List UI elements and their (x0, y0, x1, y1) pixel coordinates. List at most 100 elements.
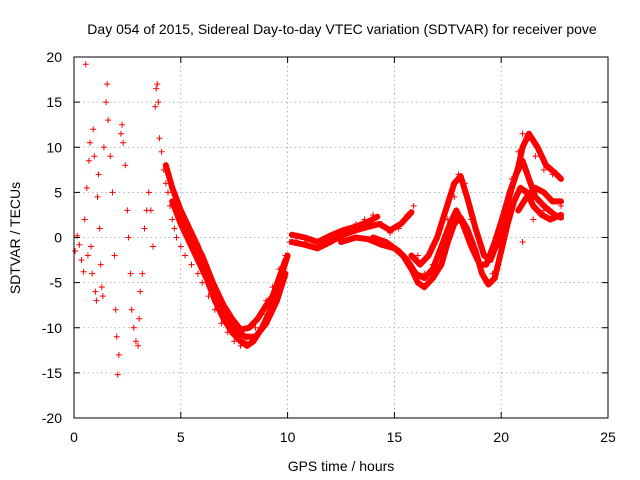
data-point (145, 189, 152, 196)
data-point (320, 242, 327, 249)
data-point (408, 263, 415, 270)
data-point (448, 217, 455, 224)
data-point (128, 306, 135, 313)
data-point (252, 333, 259, 340)
data-point (280, 277, 287, 284)
data-point (196, 248, 203, 255)
data-point (403, 215, 410, 222)
data-point (124, 207, 131, 214)
x-tick-labels: 0 5 10 15 20 25 (70, 429, 616, 445)
data-point (93, 297, 100, 304)
data-point (254, 315, 261, 322)
data-point (258, 311, 265, 318)
data-point (517, 154, 524, 161)
data-point (460, 183, 467, 190)
data-point (387, 229, 394, 236)
data-point (507, 209, 514, 216)
x-tick-label: 5 (177, 429, 185, 445)
data-point (410, 267, 417, 274)
data-point (494, 261, 501, 268)
data-point (515, 188, 522, 195)
data-point (252, 324, 259, 331)
data-point (468, 216, 475, 223)
data-point (217, 299, 224, 306)
data-point (105, 117, 112, 124)
y-tick-label: -5 (50, 275, 63, 291)
data-point (171, 204, 178, 211)
data-point (81, 216, 88, 223)
data-point (476, 261, 483, 268)
data-point (521, 140, 528, 147)
data-point (501, 234, 508, 241)
y-tick-label: -15 (42, 365, 62, 381)
data-point (276, 266, 283, 273)
data-point (461, 226, 468, 233)
data-point (169, 184, 176, 191)
data-point (528, 199, 535, 206)
data-point (209, 279, 216, 286)
data-point (255, 330, 262, 337)
data-point (166, 173, 173, 180)
data-point (442, 207, 449, 214)
data-point (152, 103, 159, 110)
data-point (493, 268, 500, 275)
y-axis-label: SDTVAR / TECUs (7, 182, 23, 294)
data-point (271, 303, 278, 310)
x-tick-label: 10 (280, 429, 296, 445)
data-point (125, 234, 132, 241)
data-point (536, 148, 543, 155)
data-point (502, 207, 509, 214)
data-point (503, 227, 510, 234)
data-point (263, 297, 270, 304)
x-tick-label: 15 (387, 429, 403, 445)
data-point (499, 220, 506, 227)
data-point (517, 204, 524, 211)
data-point (532, 140, 539, 147)
data-point (89, 270, 96, 277)
data-point (521, 197, 528, 204)
data-point (356, 222, 363, 229)
y-tick-label: -10 (42, 320, 62, 336)
data-point (99, 293, 106, 300)
data-point (519, 200, 526, 207)
data-point (155, 99, 162, 106)
data-point (512, 195, 519, 202)
chart-title: Day 054 of 2015, Sidereal Day-to-day VTE… (87, 21, 597, 37)
data-point (365, 223, 372, 230)
data-point (456, 214, 463, 221)
data-point (156, 135, 163, 142)
data-point (193, 243, 200, 250)
data-point (335, 229, 342, 236)
data-point (449, 187, 456, 194)
data-point (228, 320, 235, 327)
data-point (451, 193, 458, 200)
data-point (470, 248, 477, 255)
data-point (265, 314, 272, 321)
data-point (434, 234, 441, 241)
data-point (509, 204, 516, 211)
data-point (218, 320, 225, 327)
data-point (371, 222, 378, 229)
data-point (231, 338, 238, 345)
data-point (483, 279, 490, 286)
data-point (359, 220, 366, 227)
data-point (540, 207, 547, 214)
data-point (283, 255, 290, 262)
data-points (72, 61, 565, 378)
data-point (330, 237, 337, 244)
data-point (183, 225, 190, 232)
data-point (293, 234, 300, 241)
data-point (100, 144, 107, 151)
data-point (466, 201, 473, 208)
data-point (404, 211, 411, 218)
data-point (438, 261, 445, 268)
data-point (330, 231, 337, 238)
data-point (436, 227, 443, 234)
data-point (162, 180, 169, 187)
data-point (164, 167, 171, 174)
data-point (98, 284, 105, 291)
data-point (441, 250, 448, 257)
data-point (431, 271, 438, 278)
data-point (551, 211, 558, 218)
data-point (379, 237, 386, 244)
